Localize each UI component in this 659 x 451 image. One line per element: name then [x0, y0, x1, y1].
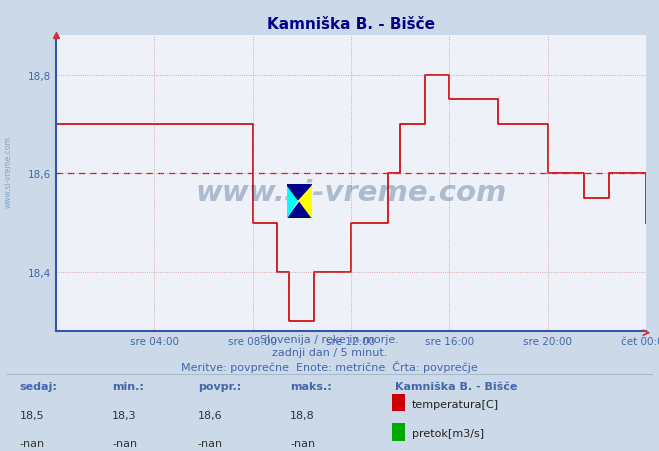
Bar	[392, 394, 405, 411]
Text: sedaj:: sedaj:	[20, 382, 57, 391]
Text: www.si-vreme.com: www.si-vreme.com	[3, 135, 13, 207]
Text: min.:: min.:	[112, 382, 144, 391]
Text: www.si-vreme.com: www.si-vreme.com	[195, 179, 507, 207]
Polygon shape	[287, 185, 312, 219]
Polygon shape	[287, 185, 298, 219]
Text: Kamniška B. - Bišče: Kamniška B. - Bišče	[395, 382, 518, 391]
Text: temperatura[C]: temperatura[C]	[412, 399, 499, 409]
Text: 18,6: 18,6	[198, 410, 222, 420]
Polygon shape	[287, 185, 312, 200]
Text: 18,3: 18,3	[112, 410, 136, 420]
Text: povpr.:: povpr.:	[198, 382, 241, 391]
Text: 18,8: 18,8	[290, 410, 315, 420]
Bar	[392, 423, 405, 441]
Text: -nan: -nan	[112, 437, 137, 447]
Text: 18,5: 18,5	[20, 410, 44, 420]
Text: pretok[m3/s]: pretok[m3/s]	[412, 428, 484, 438]
Text: -nan: -nan	[290, 437, 315, 447]
Text: Meritve: povprečne  Enote: metrične  Črta: povprečje: Meritve: povprečne Enote: metrične Črta:…	[181, 360, 478, 373]
Text: maks.:: maks.:	[290, 382, 331, 391]
Polygon shape	[287, 185, 312, 219]
Title: Kamniška B. - Bišče: Kamniška B. - Bišče	[267, 17, 435, 32]
Text: -nan: -nan	[20, 437, 45, 447]
Text: Slovenija / reke in morje.: Slovenija / reke in morje.	[260, 334, 399, 345]
Text: -nan: -nan	[198, 437, 223, 447]
Text: zadnji dan / 5 minut.: zadnji dan / 5 minut.	[272, 347, 387, 358]
